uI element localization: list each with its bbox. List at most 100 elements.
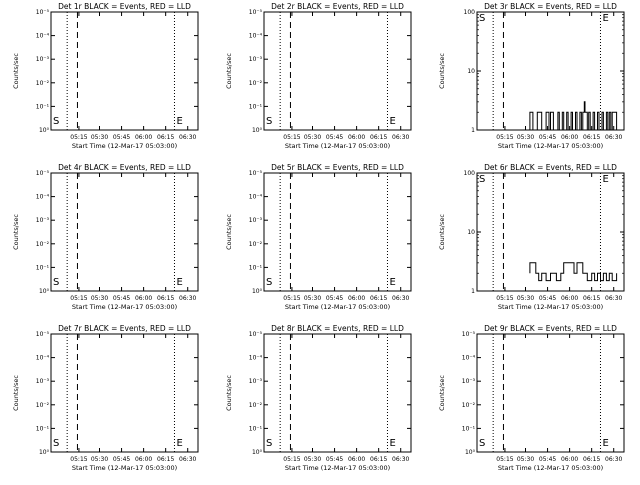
y-tick-label: 10⁻² (36, 241, 50, 248)
x-tick-label: 06:00 (135, 295, 152, 302)
series-line-1 (529, 262, 618, 282)
start-marker-label: S (479, 13, 485, 24)
x-tick-label: 05:45 (539, 456, 556, 463)
x-tick-label: 06:30 (179, 295, 196, 302)
start-marker-label: S (53, 116, 59, 127)
x-axis-label: Start Time (12-Mar-17 05:03:00) (498, 464, 603, 472)
y-tick-label: 10⁻⁴ (36, 194, 50, 201)
end-marker-label: E (389, 438, 395, 449)
y-tick-label: 10⁻⁴ (249, 33, 263, 40)
y-tick-label: 10⁻⁵ (249, 9, 263, 16)
x-tick-label: 06:00 (135, 456, 152, 463)
y-tick-label: 10⁻³ (36, 217, 50, 224)
chart-panel-6: Det 6r BLACK = Events, RED = LLD 1 10 100 05… (438, 163, 625, 311)
y-tick-label: 10⁻¹ (36, 425, 50, 432)
x-tick-label: 06:00 (348, 456, 365, 463)
y-tick-label: 10⁻⁴ (462, 355, 476, 362)
chart-title: Det 5r BLACK = Events, RED = LLD (271, 163, 404, 172)
x-tick-label: 05:30 (91, 295, 108, 302)
x-tick-label: 06:30 (392, 456, 409, 463)
y-tick-label: 10⁻⁵ (462, 331, 476, 338)
x-tick-label: 05:15 (283, 134, 300, 141)
y-tick-label: 10⁻⁵ (249, 170, 263, 177)
x-tick-label: 06:30 (392, 295, 409, 302)
x-tick-label: 05:45 (113, 295, 130, 302)
x-tick-label: 06:15 (370, 134, 387, 141)
x-tick-label: 05:30 (304, 456, 321, 463)
y-tick-label: 10⁻⁵ (36, 331, 50, 338)
x-axis-label: Start Time (12-Mar-17 05:03:00) (285, 464, 390, 472)
y-axis-label: Counts/sec (12, 214, 20, 250)
x-tick-label: 05:15 (70, 134, 87, 141)
y-tick-label: 10⁻⁴ (36, 33, 50, 40)
y-tick-label: 10⁻⁵ (36, 170, 50, 177)
x-axis-label: Start Time (12-Mar-17 05:03:00) (498, 303, 603, 311)
x-tick-label: 05:30 (304, 134, 321, 141)
y-tick-label: 10⁻³ (249, 378, 263, 385)
y-tick-label: 10⁻² (36, 80, 50, 87)
x-tick-label: 06:00 (561, 456, 578, 463)
x-axis-label: Start Time (12-Mar-17 05:03:00) (72, 303, 177, 311)
plot-frame (263, 172, 412, 292)
end-marker-label: E (176, 116, 182, 127)
start-marker-label: S (53, 438, 59, 449)
y-tick-label: 1 (471, 127, 475, 134)
y-tick-label: 1 (471, 288, 475, 295)
y-tick-label: 100 (464, 9, 476, 16)
y-tick-label: 10⁰ (39, 449, 50, 456)
x-tick-label: 06:15 (370, 456, 387, 463)
y-tick-label: 10 (467, 229, 475, 236)
y-tick-label: 10 (467, 68, 475, 75)
x-tick-label: 06:30 (179, 456, 196, 463)
y-axis-label: Counts/sec (12, 53, 20, 89)
chart-title: Det 3r BLACK = Events, RED = LLD (484, 2, 617, 11)
x-axis-label: Start Time (12-Mar-17 05:03:00) (285, 142, 390, 150)
y-tick-label: 10⁰ (252, 449, 263, 456)
end-marker-label: E (176, 277, 182, 288)
series-line-1 (529, 101, 618, 131)
end-marker-label: E (602, 13, 608, 24)
x-tick-label: 05:30 (517, 295, 534, 302)
x-tick-label: 05:15 (496, 134, 513, 141)
x-tick-label: 06:15 (583, 456, 600, 463)
y-tick-label: 10⁻⁴ (249, 355, 263, 362)
x-tick-label: 06:00 (561, 134, 578, 141)
chart-panel-5: Det 5r BLACK = Events, RED = LLD 10⁰ 10⁻¹ 1… (225, 163, 412, 311)
chart-title: Det 7r BLACK = Events, RED = LLD (58, 324, 191, 333)
y-tick-label: 10⁻⁵ (36, 9, 50, 16)
x-tick-label: 06:15 (583, 295, 600, 302)
y-tick-label: 10⁻¹ (462, 425, 476, 432)
x-tick-label: 06:30 (605, 456, 622, 463)
x-tick-label: 05:45 (539, 295, 556, 302)
x-tick-label: 06:15 (583, 134, 600, 141)
x-tick-label: 06:00 (135, 134, 152, 141)
x-axis-label: Start Time (12-Mar-17 05:03:00) (498, 142, 603, 150)
y-tick-label: 10⁻² (249, 402, 263, 409)
end-marker-label: E (602, 174, 608, 185)
y-tick-label: 10⁻³ (36, 378, 50, 385)
start-marker-label: S (266, 116, 272, 127)
y-tick-label: 10⁻³ (36, 56, 50, 63)
y-tick-label: 10⁻² (462, 402, 476, 409)
x-tick-label: 05:45 (326, 134, 343, 141)
x-tick-label: 05:45 (113, 134, 130, 141)
plot-frame (50, 172, 199, 292)
x-tick-label: 05:15 (283, 295, 300, 302)
y-axis-label: Counts/sec (225, 214, 233, 250)
chart-title: Det 6r BLACK = Events, RED = LLD (484, 163, 617, 172)
y-tick-label: 10⁰ (252, 288, 263, 295)
x-axis-label: Start Time (12-Mar-17 05:03:00) (72, 464, 177, 472)
start-marker-label: S (266, 438, 272, 449)
chart-title: Det 1r BLACK = Events, RED = LLD (58, 2, 191, 11)
y-axis-label: Counts/sec (438, 53, 446, 89)
x-tick-label: 05:30 (517, 456, 534, 463)
x-tick-label: 06:30 (605, 134, 622, 141)
x-tick-label: 05:30 (304, 295, 321, 302)
x-tick-label: 05:15 (496, 456, 513, 463)
y-tick-label: 10⁻⁴ (249, 194, 263, 201)
chart-panel-3: Det 3r BLACK = Events, RED = LLD 1 10 100 05… (438, 2, 625, 150)
x-tick-label: 06:15 (157, 134, 174, 141)
y-axis-label: Counts/sec (225, 53, 233, 89)
chart-panel-8: Det 8r BLACK = Events, RED = LLD 10⁰ 10⁻¹ 1… (225, 324, 412, 472)
y-tick-label: 10⁻¹ (249, 103, 263, 110)
